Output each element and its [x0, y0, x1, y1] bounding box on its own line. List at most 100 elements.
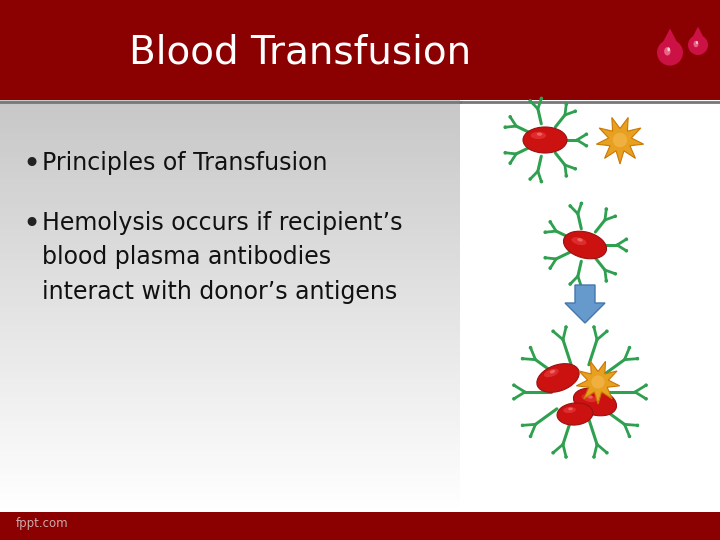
- Circle shape: [624, 249, 628, 253]
- Circle shape: [564, 174, 568, 178]
- Bar: [0, 117, 460, 120]
- Circle shape: [549, 220, 552, 224]
- Bar: [0, 381, 460, 385]
- Circle shape: [503, 151, 507, 154]
- Bar: [0, 134, 460, 138]
- Bar: [0, 127, 460, 131]
- Bar: [0, 151, 460, 155]
- Bar: [0, 340, 460, 344]
- Bar: [0, 288, 460, 292]
- Bar: [0, 450, 460, 454]
- Bar: [0, 392, 460, 395]
- Bar: [0, 99, 460, 104]
- Bar: [0, 426, 460, 430]
- Circle shape: [564, 455, 568, 459]
- Ellipse shape: [588, 395, 593, 399]
- Bar: [0, 470, 460, 474]
- Bar: [0, 299, 460, 302]
- Bar: [0, 302, 460, 306]
- Bar: [0, 144, 460, 148]
- Bar: [0, 364, 460, 368]
- Bar: [0, 319, 460, 323]
- Bar: [0, 220, 460, 224]
- Bar: [0, 210, 460, 213]
- Text: Principles of Transfusion: Principles of Transfusion: [42, 151, 328, 175]
- Bar: [0, 264, 460, 268]
- Circle shape: [508, 161, 512, 165]
- Bar: [0, 185, 460, 189]
- Bar: [0, 275, 460, 279]
- Bar: [0, 350, 460, 354]
- Bar: [0, 498, 460, 502]
- Ellipse shape: [564, 231, 606, 259]
- Circle shape: [528, 435, 532, 438]
- Bar: [0, 505, 460, 509]
- Bar: [0, 172, 460, 176]
- Circle shape: [688, 35, 708, 55]
- Bar: [0, 258, 460, 261]
- Bar: [0, 388, 460, 392]
- Ellipse shape: [536, 132, 542, 136]
- Circle shape: [539, 180, 543, 184]
- Bar: [0, 244, 460, 248]
- Ellipse shape: [574, 388, 616, 416]
- Ellipse shape: [557, 403, 593, 425]
- Bar: [0, 436, 460, 440]
- Ellipse shape: [577, 238, 582, 241]
- Circle shape: [568, 282, 572, 286]
- Circle shape: [585, 144, 588, 147]
- Circle shape: [636, 357, 639, 361]
- Bar: [0, 412, 460, 416]
- Bar: [0, 213, 460, 217]
- Polygon shape: [660, 29, 680, 49]
- Circle shape: [544, 256, 547, 260]
- Bar: [0, 453, 460, 457]
- Bar: [0, 367, 460, 371]
- Circle shape: [585, 132, 588, 136]
- Circle shape: [644, 397, 648, 401]
- Bar: [0, 484, 460, 488]
- Bar: [0, 429, 460, 433]
- Circle shape: [657, 39, 683, 65]
- Circle shape: [512, 397, 516, 401]
- Bar: [0, 402, 460, 406]
- Circle shape: [574, 167, 577, 171]
- Bar: [0, 223, 460, 227]
- Polygon shape: [565, 285, 605, 323]
- Circle shape: [544, 231, 547, 234]
- Circle shape: [628, 346, 631, 349]
- Bar: [0, 347, 460, 350]
- Text: fppt.com: fppt.com: [16, 517, 68, 530]
- Bar: [0, 501, 460, 505]
- Bar: [0, 178, 460, 183]
- Bar: [0, 488, 460, 491]
- Bar: [0, 285, 460, 289]
- Bar: [0, 141, 460, 145]
- Bar: [0, 374, 460, 378]
- Bar: [0, 333, 460, 337]
- Bar: [0, 422, 460, 426]
- Bar: [0, 512, 720, 540]
- Bar: [0, 398, 460, 402]
- Bar: [0, 240, 460, 244]
- Bar: [0, 237, 460, 241]
- Bar: [0, 377, 460, 382]
- Bar: [0, 508, 460, 512]
- Bar: [0, 175, 460, 179]
- Bar: [0, 295, 460, 299]
- Bar: [0, 467, 460, 471]
- Circle shape: [528, 346, 532, 349]
- Bar: [0, 309, 460, 313]
- Circle shape: [613, 133, 627, 147]
- Bar: [0, 440, 460, 443]
- Circle shape: [528, 177, 532, 181]
- Bar: [0, 312, 460, 316]
- Bar: [0, 100, 720, 512]
- Ellipse shape: [693, 40, 698, 47]
- Bar: [0, 192, 460, 196]
- Bar: [0, 199, 460, 203]
- Bar: [0, 336, 460, 340]
- Bar: [0, 292, 460, 296]
- Circle shape: [512, 383, 516, 387]
- Bar: [0, 278, 460, 282]
